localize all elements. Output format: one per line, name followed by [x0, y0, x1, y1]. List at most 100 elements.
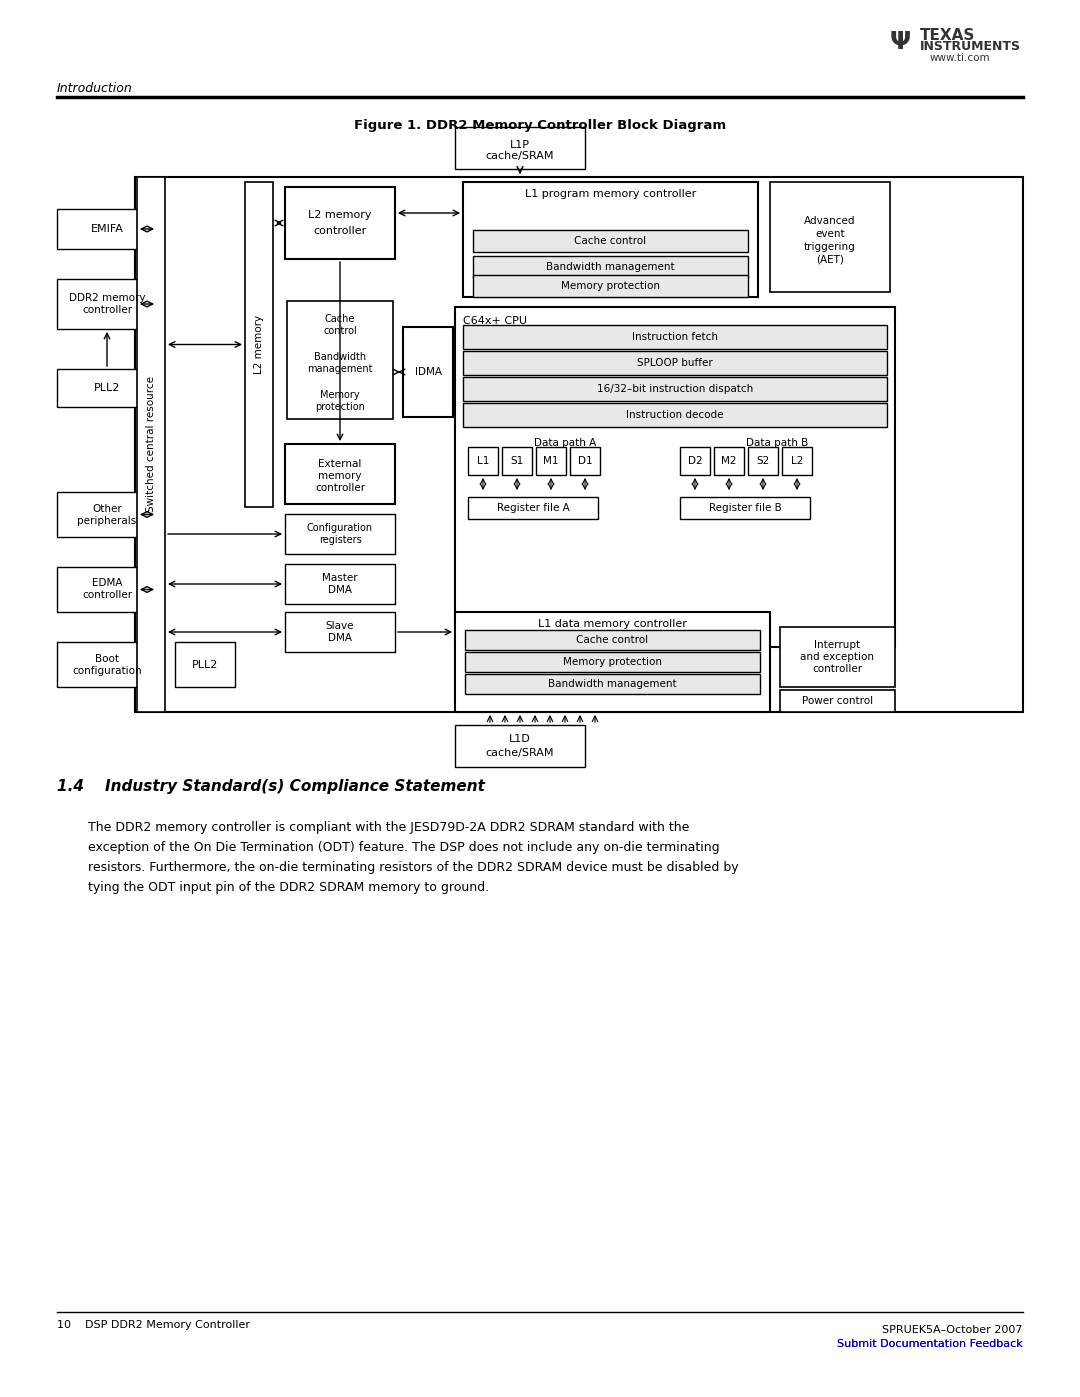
FancyBboxPatch shape — [455, 725, 585, 767]
Text: External: External — [319, 460, 362, 469]
FancyBboxPatch shape — [463, 377, 887, 401]
FancyBboxPatch shape — [135, 177, 1023, 712]
FancyBboxPatch shape — [465, 652, 760, 672]
FancyBboxPatch shape — [463, 402, 887, 427]
Text: D1: D1 — [578, 455, 592, 467]
FancyBboxPatch shape — [473, 275, 748, 298]
Text: Advanced: Advanced — [805, 217, 855, 226]
FancyBboxPatch shape — [291, 312, 390, 339]
FancyBboxPatch shape — [285, 564, 395, 604]
FancyBboxPatch shape — [455, 612, 770, 712]
FancyBboxPatch shape — [291, 349, 390, 377]
FancyBboxPatch shape — [780, 690, 895, 712]
FancyBboxPatch shape — [570, 447, 600, 475]
FancyBboxPatch shape — [463, 351, 887, 374]
FancyBboxPatch shape — [473, 231, 748, 251]
FancyBboxPatch shape — [780, 627, 895, 687]
Text: (AET): (AET) — [816, 256, 843, 265]
FancyBboxPatch shape — [285, 444, 395, 504]
FancyBboxPatch shape — [455, 127, 585, 169]
Text: controller: controller — [812, 664, 863, 673]
Text: Cache control: Cache control — [577, 636, 649, 645]
FancyBboxPatch shape — [714, 447, 744, 475]
Text: Memory protection: Memory protection — [561, 281, 660, 291]
FancyBboxPatch shape — [463, 182, 758, 298]
FancyBboxPatch shape — [680, 497, 810, 520]
Text: EMIFA: EMIFA — [91, 224, 123, 235]
Text: exception of the On Die Termination (ODT) feature. The DSP does not include any : exception of the On Die Termination (ODT… — [87, 841, 719, 854]
Text: registers: registers — [319, 535, 362, 545]
Text: D2: D2 — [688, 455, 702, 467]
FancyBboxPatch shape — [536, 447, 566, 475]
FancyBboxPatch shape — [57, 567, 157, 612]
Text: L1: L1 — [476, 455, 489, 467]
FancyBboxPatch shape — [285, 187, 395, 258]
FancyBboxPatch shape — [455, 307, 895, 647]
Text: L1D: L1D — [509, 733, 531, 745]
Text: DMA: DMA — [328, 585, 352, 595]
Text: L1 data memory controller: L1 data memory controller — [538, 619, 687, 629]
Text: Cache
control: Cache control — [323, 314, 356, 335]
FancyBboxPatch shape — [680, 447, 710, 475]
FancyBboxPatch shape — [473, 256, 748, 278]
FancyBboxPatch shape — [291, 387, 390, 415]
FancyBboxPatch shape — [468, 447, 498, 475]
FancyBboxPatch shape — [285, 612, 395, 652]
Text: SPRUEK5A–October 2007: SPRUEK5A–October 2007 — [882, 1324, 1023, 1336]
Text: controller: controller — [315, 483, 365, 493]
Text: PLL2: PLL2 — [192, 659, 218, 669]
Text: Interrupt: Interrupt — [814, 640, 861, 650]
Text: S1: S1 — [511, 455, 524, 467]
FancyBboxPatch shape — [57, 210, 157, 249]
FancyBboxPatch shape — [137, 177, 165, 712]
FancyBboxPatch shape — [57, 492, 157, 536]
Text: The DDR2 memory controller is compliant with the JESD79D-2A DDR2 SDRAM standard : The DDR2 memory controller is compliant … — [87, 820, 689, 834]
FancyBboxPatch shape — [465, 673, 760, 694]
FancyBboxPatch shape — [57, 369, 157, 407]
Text: TEXAS: TEXAS — [920, 28, 975, 42]
Text: Power control: Power control — [802, 696, 873, 705]
Text: and exception: and exception — [800, 652, 875, 662]
Text: memory: memory — [319, 471, 362, 481]
Text: L2: L2 — [791, 455, 804, 467]
Text: Instruction fetch: Instruction fetch — [632, 332, 718, 342]
Text: Register file B: Register file B — [708, 503, 781, 513]
Text: Register file A: Register file A — [497, 503, 569, 513]
Text: PLL2: PLL2 — [94, 383, 120, 393]
Text: cache/SRAM: cache/SRAM — [486, 747, 554, 759]
Text: Submit Documentation Feedback: Submit Documentation Feedback — [837, 1338, 1023, 1350]
FancyBboxPatch shape — [770, 182, 890, 292]
Text: Data path B: Data path B — [745, 439, 808, 448]
Text: L1 program memory controller: L1 program memory controller — [525, 189, 697, 198]
FancyBboxPatch shape — [287, 300, 393, 419]
Text: Master: Master — [322, 573, 357, 583]
Text: INSTRUMENTS: INSTRUMENTS — [920, 41, 1021, 53]
Text: 1.4    Industry Standard(s) Compliance Statement: 1.4 Industry Standard(s) Compliance Stat… — [57, 780, 485, 795]
Text: M1: M1 — [543, 455, 558, 467]
Text: www.ti.com: www.ti.com — [930, 53, 990, 63]
FancyBboxPatch shape — [465, 630, 760, 650]
FancyBboxPatch shape — [57, 279, 157, 330]
FancyBboxPatch shape — [245, 182, 273, 507]
Text: Bandwidth management: Bandwidth management — [549, 679, 677, 689]
Text: Data path A: Data path A — [534, 439, 596, 448]
Text: controller: controller — [313, 226, 366, 236]
Text: Memory
protection: Memory protection — [315, 390, 365, 412]
FancyBboxPatch shape — [463, 326, 887, 349]
Text: controller: controller — [82, 591, 132, 601]
Text: Configuration: Configuration — [307, 522, 373, 534]
Text: L1P: L1P — [510, 140, 530, 149]
FancyBboxPatch shape — [782, 447, 812, 475]
FancyBboxPatch shape — [285, 514, 395, 555]
Text: 10    DSP DDR2 Memory Controller: 10 DSP DDR2 Memory Controller — [57, 1320, 249, 1330]
Text: Bandwidth management: Bandwidth management — [546, 263, 675, 272]
FancyBboxPatch shape — [468, 497, 598, 520]
Text: S2: S2 — [756, 455, 770, 467]
FancyBboxPatch shape — [57, 643, 157, 687]
Text: Ψ: Ψ — [889, 29, 910, 54]
Text: Slave: Slave — [326, 622, 354, 631]
Text: L2 memory: L2 memory — [308, 210, 372, 219]
Text: Cache control: Cache control — [575, 236, 647, 246]
Text: Figure 1. DDR2 Memory Controller Block Diagram: Figure 1. DDR2 Memory Controller Block D… — [354, 119, 726, 131]
Text: triggering: triggering — [805, 242, 855, 251]
